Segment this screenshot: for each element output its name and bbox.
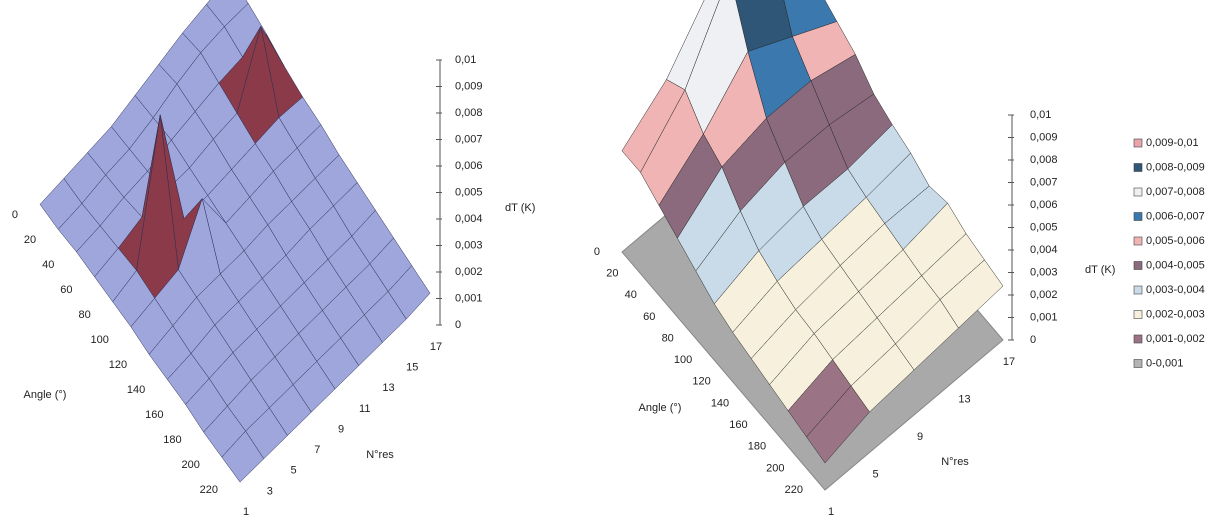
legend-label: 0,008-0,009 (1146, 161, 1205, 173)
y-tick-label: 7 (314, 444, 320, 456)
x-tick-label: 200 (766, 462, 784, 474)
x-tick-label: 20 (24, 234, 36, 246)
x-axis-label: Angle (°) (639, 402, 682, 414)
x-tick-label: 80 (78, 309, 90, 321)
y-tick-label: 1 (828, 506, 834, 518)
y-tick-label: 11 (359, 403, 370, 415)
z-tick-label: 0,007 (1030, 176, 1058, 188)
x-tick-label: 220 (785, 484, 803, 496)
legend-swatch (1133, 285, 1143, 295)
z-tick-label: 0,01 (455, 54, 476, 66)
x-tick-label: 160 (145, 409, 163, 421)
z-tick-label: 0,005 (1030, 221, 1058, 233)
z-tick-label: 0,01 (1030, 109, 1051, 121)
z-tick-label: 0,007 (455, 133, 483, 145)
y-axis-label: N°res (366, 449, 394, 461)
y-tick-label: 13 (382, 382, 394, 394)
legend-label: 0,002-0,003 (1146, 308, 1205, 320)
y-tick-label: 9 (917, 431, 923, 443)
z-tick-label: 0 (455, 319, 461, 331)
z-tick-label: 0 (1030, 334, 1036, 346)
legend-swatch (1133, 310, 1143, 319)
x-tick-label: 100 (674, 354, 692, 366)
z-tick-label: 0,009 (455, 80, 483, 92)
z-tick-label: 0,004 (1030, 244, 1058, 256)
z-tick-label: 0,001 (1030, 311, 1058, 323)
x-tick-label: 140 (127, 384, 145, 396)
legend-swatch (1133, 261, 1143, 270)
z-axis-label: dT (K) (505, 202, 535, 214)
x-tick-label: 220 (200, 484, 218, 496)
y-tick-label: 5 (290, 465, 296, 477)
legend-swatch (1133, 334, 1143, 344)
y-tick-label: 13 (958, 393, 970, 405)
legend-swatch (1133, 163, 1143, 172)
legend-label: 0-0,001 (1146, 357, 1183, 369)
y-tick-label: 17 (430, 341, 442, 353)
y-tick-label: 1 (243, 506, 249, 518)
legend-label: 0,003-0,004 (1146, 284, 1205, 296)
legend-swatch (1133, 187, 1143, 197)
z-tick-label: 0,002 (455, 266, 483, 278)
surface-tile (806, 385, 870, 464)
x-tick-label: 180 (163, 434, 181, 446)
y-tick-label: 17 (1003, 356, 1015, 368)
x-tick-label: 40 (42, 259, 54, 271)
z-tick-label: 0,009 (1030, 131, 1058, 143)
y-tick-label: 3 (267, 485, 273, 497)
z-tick-label: 0,006 (1030, 199, 1058, 211)
x-tick-label: 140 (711, 397, 729, 409)
x-tick-label: 80 (662, 332, 674, 344)
y-tick-label: 5 (872, 468, 878, 480)
x-tick-label: 0 (594, 246, 600, 258)
legend-label: 0,006-0,007 (1146, 210, 1205, 222)
x-tick-label: 0 (12, 209, 18, 221)
z-tick-label: 0,003 (455, 239, 483, 251)
z-axis-label: dT (K) (1085, 264, 1115, 276)
z-tick-label: 0,004 (455, 213, 483, 225)
legend-label: 0,007-0,008 (1146, 186, 1205, 198)
legend-label: 0,005-0,006 (1146, 235, 1205, 247)
x-tick-label: 180 (748, 441, 766, 453)
x-tick-label: 120 (692, 376, 710, 388)
z-tick-label: 0,008 (455, 107, 483, 119)
y-axis-label: N°res (941, 456, 969, 468)
x-tick-label: 60 (60, 284, 72, 296)
x-tick-label: 20 (606, 268, 618, 280)
legend-label: 0,004-0,005 (1146, 259, 1205, 271)
z-tick-label: 0,003 (1030, 266, 1058, 278)
z-tick-label: 0,006 (455, 160, 483, 172)
z-tick-label: 0,008 (1030, 154, 1058, 166)
z-tick-label: 0,002 (1030, 289, 1058, 301)
y-tick-label: 15 (406, 362, 418, 374)
surface-tile (221, 430, 265, 483)
z-tick-label: 0,001 (455, 292, 483, 304)
legend-swatch (1133, 138, 1143, 148)
x-tick-label: 160 (729, 419, 747, 431)
legend-label: 0,009-0,01 (1146, 137, 1199, 149)
legend-label: 0,001-0,002 (1146, 333, 1205, 345)
legend-swatch (1133, 236, 1143, 246)
x-axis-label: Angle (°) (24, 389, 67, 401)
x-tick-label: 100 (91, 334, 109, 346)
z-tick-label: 0,005 (455, 186, 483, 198)
x-tick-label: 200 (181, 459, 199, 471)
legend-swatch (1133, 212, 1143, 221)
legend-swatch (1133, 359, 1143, 368)
y-tick-label: 9 (338, 423, 344, 435)
x-tick-label: 60 (643, 311, 655, 323)
x-tick-label: 40 (625, 289, 637, 301)
x-tick-label: 120 (109, 359, 127, 371)
